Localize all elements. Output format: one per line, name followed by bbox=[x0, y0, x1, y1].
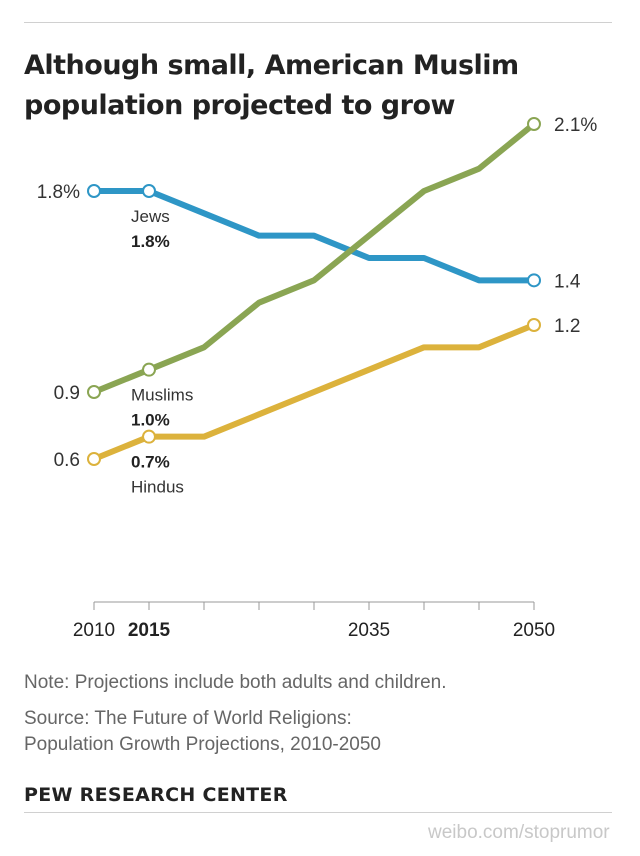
top-rule bbox=[24, 22, 612, 23]
watermark: weibo.com/stoprumor bbox=[428, 822, 610, 843]
x-tick-label-2035: 2035 bbox=[348, 620, 390, 641]
marker-jews-2015 bbox=[142, 184, 156, 198]
chart-title: Although small, American Muslim populati… bbox=[24, 46, 604, 126]
marker-muslims-2015 bbox=[142, 362, 156, 377]
title-line-1: Although small, American Muslim bbox=[24, 50, 519, 81]
bottom-rule bbox=[24, 812, 612, 813]
chart-note: Note: Projections include both adults an… bbox=[24, 672, 447, 693]
start-label-hindus: 0.6 bbox=[54, 450, 80, 471]
annotation-jews-value: 1.8% bbox=[131, 232, 170, 251]
source-line-1: Source: The Future of World Religions: bbox=[24, 708, 352, 729]
marker-hindus-2010 bbox=[87, 452, 101, 466]
end-label-muslims: 2.1% bbox=[554, 115, 597, 136]
x-tick-label-2050: 2050 bbox=[513, 620, 555, 641]
end-label-jews: 1.4 bbox=[554, 271, 581, 292]
pew-brand: PEW RESEARCH CENTER bbox=[24, 784, 288, 806]
x-tick-label-2010: 2010 bbox=[73, 620, 115, 641]
marker-hindus-2015 bbox=[142, 429, 156, 444]
x-tick-label-2015: 2015 bbox=[128, 620, 171, 641]
annotation-muslims-value: 1.0% bbox=[131, 411, 170, 430]
marker-jews-2050 bbox=[527, 273, 541, 288]
source-line-2: Population Growth Projections, 2010-2050 bbox=[24, 734, 382, 755]
start-label-jews: 1.8% bbox=[37, 182, 80, 203]
annotation-hindus-name: Hindus bbox=[131, 478, 184, 497]
marker-jews-2010 bbox=[87, 184, 101, 198]
line-chart: 2010 2015 2035 2050 1.8% 0.9 0.6 2.1% 1.4 1.2 Jews… bbox=[37, 115, 598, 641]
annotation-hindus-value: 0.7% bbox=[131, 453, 170, 472]
marker-muslims-2050 bbox=[527, 117, 541, 131]
end-label-hindus: 1.2 bbox=[554, 316, 580, 337]
chart-source: Source: The Future of World Religions: P… bbox=[24, 706, 381, 758]
marker-muslims-2010 bbox=[87, 385, 101, 399]
series-line-muslims bbox=[91, 121, 537, 395]
annotation-jews-name: Jews bbox=[131, 207, 170, 226]
annotation-muslims-name: Muslims bbox=[131, 386, 193, 405]
start-label-muslims: 0.9 bbox=[54, 383, 80, 404]
series-line-hindus bbox=[91, 322, 537, 462]
marker-hindus-2050 bbox=[527, 318, 541, 332]
title-line-2: population projected to grow bbox=[24, 90, 455, 121]
series-line-jews bbox=[91, 188, 537, 284]
